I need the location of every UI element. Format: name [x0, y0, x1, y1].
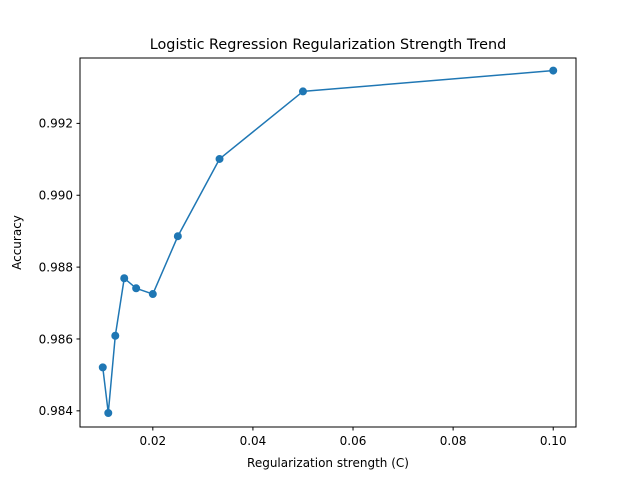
plot-area: [98, 66, 558, 417]
data-point: [298, 87, 307, 96]
x-tick-label: 0.06: [340, 434, 367, 448]
data-point: [549, 66, 558, 75]
data-point: [98, 363, 107, 372]
data-point: [111, 331, 120, 340]
data-point: [120, 274, 129, 283]
x-tick-label: 0.10: [540, 434, 567, 448]
y-axis: 0.984 0.986 0.988 0.990 0.992: [39, 117, 80, 418]
plot-frame: [79, 57, 577, 428]
y-tick-label: 0.988: [39, 260, 73, 274]
x-tick-label: 0.02: [139, 434, 166, 448]
y-tick-label: 0.986: [39, 332, 73, 346]
x-tick-label: 0.08: [440, 434, 467, 448]
x-axis-label: Regularization strength (C): [247, 456, 409, 470]
y-axis-label: Accuracy: [10, 215, 24, 270]
y-tick-label: 0.984: [39, 404, 73, 418]
data-point: [132, 284, 141, 293]
data-point: [148, 290, 157, 299]
x-axis: 0.02 0.04 0.06 0.08 0.10: [139, 427, 567, 448]
y-tick-label: 0.990: [39, 189, 73, 203]
series-line: [101, 69, 555, 414]
data-point: [215, 154, 224, 163]
chart-title: Logistic Regression Regularization Stren…: [150, 37, 507, 53]
data-point: [104, 408, 113, 417]
x-tick-label: 0.04: [240, 434, 267, 448]
data-point: [173, 232, 182, 241]
y-tick-label: 0.992: [39, 117, 73, 131]
